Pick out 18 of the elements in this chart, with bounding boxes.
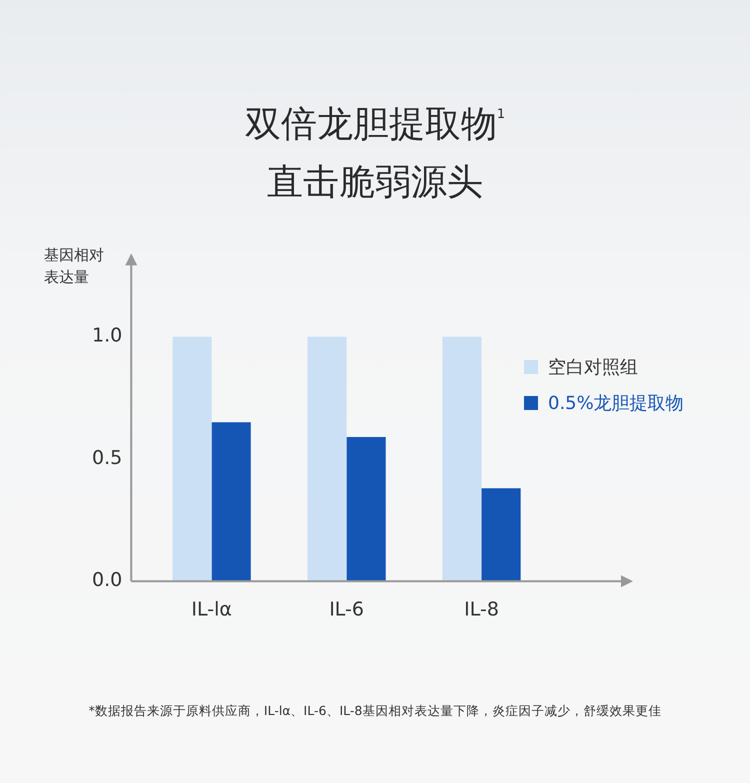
bar <box>442 336 482 582</box>
bar <box>346 436 386 582</box>
y-axis-title: 基因相对表达量 <box>44 245 105 288</box>
y-tick-label: 0.5 <box>92 446 122 469</box>
x-tick-label: IL-lα <box>191 598 232 621</box>
x-tick-label: IL-6 <box>329 598 364 621</box>
text: *数据报告来源于原料供应商，IL-lα、IL-6、IL-8基因相对表达量下降，炎症因子减少，舒缓效果更佳 <box>88 703 662 720</box>
x-tick-label: IL-8 <box>464 598 499 621</box>
chart-title: 双倍龙胆提取物$^{1}$ <box>244 103 506 147</box>
y-tick-label: 1.0 <box>92 324 122 347</box>
bar <box>482 488 521 582</box>
bar <box>172 336 212 582</box>
chart-subtitle: 直击脆弱源头 <box>266 161 484 205</box>
bar <box>212 422 251 582</box>
legend-label: 空白对照组 <box>548 356 638 379</box>
y-tick-label: 0.0 <box>92 569 122 592</box>
bar <box>307 336 347 582</box>
legend-label: 0.5%龙胆提取物 <box>548 392 684 415</box>
